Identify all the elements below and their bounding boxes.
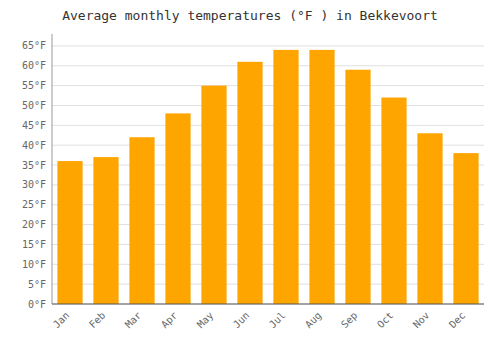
y-tick-label: 25°F [22,199,46,210]
y-tick-label: 15°F [22,239,46,250]
bar [57,161,82,304]
chart-container: Average monthly temperatures (°F ) in Be… [0,0,500,350]
x-tick-label: Nov [411,310,432,331]
bar [237,62,262,304]
grid-line [52,105,484,106]
x-tick-label: Sep [339,310,360,331]
x-tick-label: Mar [123,310,144,331]
x-tick-label: Dec [447,310,468,331]
y-tick-label: 45°F [22,120,46,131]
y-tick-label: 50°F [22,100,46,111]
y-axis-line [52,34,53,304]
y-tick-label: 30°F [22,179,46,190]
bar [381,98,406,304]
x-tick-label: Oct [375,310,396,331]
bar [129,137,154,304]
y-tick-label: 60°F [22,60,46,71]
grid-line [52,304,484,305]
y-tick-label: 35°F [22,160,46,171]
y-tick-label: 65°F [22,40,46,51]
chart-title: Average monthly temperatures (°F ) in Be… [62,8,438,23]
grid-line [52,85,484,86]
y-tick-label: 40°F [22,140,46,151]
bar [345,70,370,304]
grid-line [52,45,484,46]
bar [201,86,226,304]
y-tick-label: 0°F [28,299,46,310]
chart: Average monthly temperatures (°F ) in Be… [0,0,500,350]
y-tick-label: 20°F [22,219,46,230]
x-tick-label: Apr [159,310,180,331]
grid-line [52,125,484,126]
y-tick-label: 5°F [28,279,46,290]
x-tick-label: Jun [231,310,252,331]
bar [453,153,478,304]
grid-line [52,65,484,66]
bars [57,50,478,304]
bar [93,157,118,304]
x-tick-label: Jan [51,310,72,331]
x-tick-label: Feb [87,310,108,331]
bar [273,50,298,304]
bar [165,113,190,304]
y-tick-label: 55°F [22,80,46,91]
x-tick-label: Aug [303,310,324,331]
bar [309,50,334,304]
y-tick-label: 10°F [22,259,46,270]
x-tick-label: May [195,310,216,331]
x-axis-line [52,304,484,305]
x-tick-label: Jul [267,310,288,331]
bar [417,133,442,304]
y-grid [52,46,484,304]
